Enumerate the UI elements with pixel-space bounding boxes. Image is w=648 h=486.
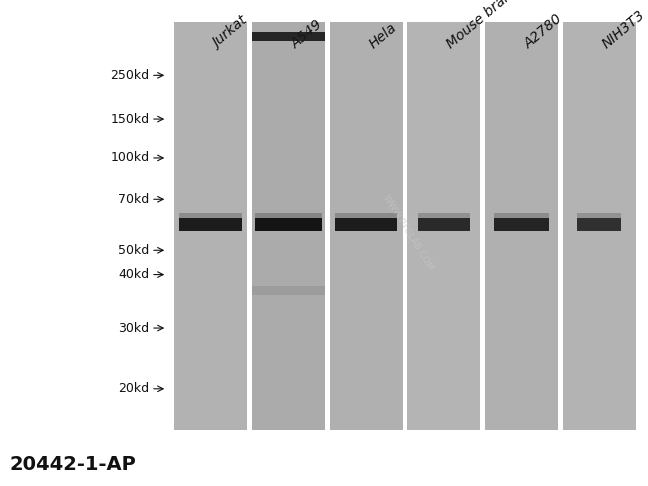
Bar (179, 218, 242, 231)
Bar (335, 218, 397, 231)
Bar (335, 213, 397, 218)
Text: A2780: A2780 (522, 11, 565, 51)
Text: NIH3T3: NIH3T3 (599, 7, 647, 51)
Bar (494, 213, 549, 218)
Text: 50kd: 50kd (119, 244, 150, 257)
Text: 40kd: 40kd (119, 268, 150, 281)
Bar (577, 213, 621, 218)
Text: 70kd: 70kd (119, 193, 150, 206)
Bar (251, 22, 325, 430)
Text: A549: A549 (288, 17, 325, 51)
Bar (179, 213, 242, 218)
Bar (255, 213, 322, 218)
Bar (577, 218, 621, 231)
Bar (562, 22, 636, 430)
Text: WWW.PTGLAB.COM: WWW.PTGLAB.COM (381, 194, 435, 273)
Text: 250kd: 250kd (111, 69, 150, 82)
Bar (418, 213, 470, 218)
Text: 100kd: 100kd (111, 152, 150, 164)
Text: Hela: Hela (366, 20, 399, 51)
Bar (255, 218, 322, 231)
Bar (485, 22, 559, 430)
Bar (494, 218, 549, 231)
Bar (174, 22, 247, 430)
Text: 30kd: 30kd (119, 322, 150, 334)
Bar (407, 22, 480, 430)
Text: Jurkat: Jurkat (211, 14, 251, 51)
Bar (251, 32, 325, 41)
Text: 20442-1-AP: 20442-1-AP (10, 455, 137, 474)
Bar (329, 22, 403, 430)
Bar (251, 286, 325, 295)
Bar (418, 218, 470, 231)
Text: Mouse brain: Mouse brain (444, 0, 518, 51)
Text: 20kd: 20kd (119, 382, 150, 395)
Text: 150kd: 150kd (111, 113, 150, 125)
